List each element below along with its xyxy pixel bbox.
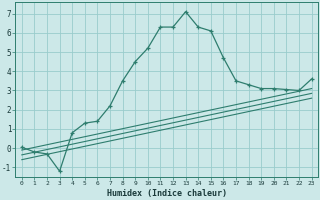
- X-axis label: Humidex (Indice chaleur): Humidex (Indice chaleur): [107, 189, 227, 198]
